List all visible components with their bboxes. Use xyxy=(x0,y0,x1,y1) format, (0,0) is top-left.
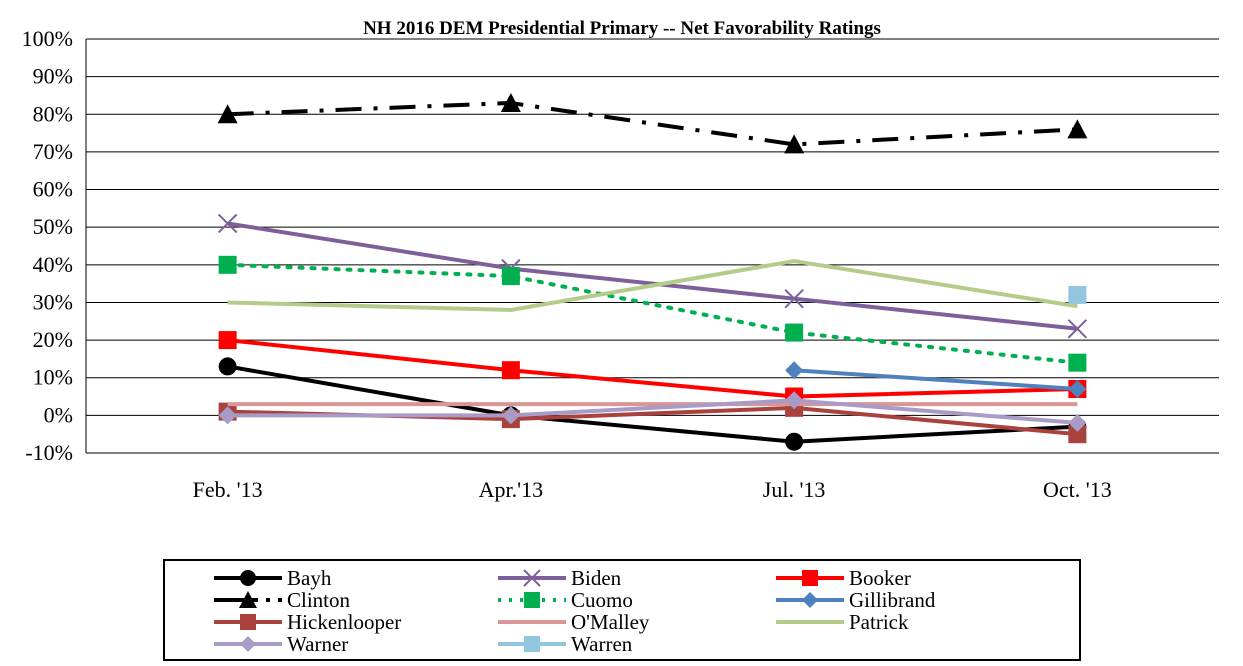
legend-marker xyxy=(239,591,257,608)
legend-item: Biden xyxy=(498,566,622,590)
y-tick-label: -10% xyxy=(25,440,73,465)
data-point xyxy=(785,391,804,410)
legend-item: Cuomo xyxy=(498,588,633,612)
data-point xyxy=(784,288,804,309)
series-line xyxy=(227,259,1078,312)
y-tick-label: 40% xyxy=(33,252,73,277)
data-point xyxy=(1068,425,1087,444)
series-4 xyxy=(218,255,1087,372)
legend-item: O'Malley xyxy=(498,610,650,634)
legend-label: Booker xyxy=(849,566,911,590)
series-3 xyxy=(217,92,1088,154)
data-point xyxy=(218,331,237,350)
x-tick-label: Oct. '13 xyxy=(1043,477,1112,502)
data-point xyxy=(218,406,237,425)
legend-label: Gillibrand xyxy=(849,588,936,612)
y-tick-label: 60% xyxy=(33,177,73,202)
legend-marker xyxy=(240,636,256,652)
legend-label: Clinton xyxy=(287,588,351,612)
data-point xyxy=(218,255,237,274)
series-line xyxy=(227,221,1078,331)
x-axis: Feb. '13 Apr.'13 Jul. '13 Oct. '13 xyxy=(193,477,1112,502)
legend-item: Booker xyxy=(776,566,911,590)
y-tick-label: 80% xyxy=(33,101,73,126)
y-tick-label: 10% xyxy=(33,365,73,390)
chart-title: NH 2016 DEM Presidential Primary -- Net … xyxy=(363,18,881,39)
y-axis: -10% 0% 10% 20% 30% 40% 50% 60% 70% 80% 90% 100% xyxy=(22,26,87,465)
y-tick-label: 90% xyxy=(33,64,73,89)
data-point xyxy=(1068,380,1087,399)
y-tick-label: 0% xyxy=(44,402,73,427)
legend-item: Hickenlooper xyxy=(214,610,401,634)
legend-box xyxy=(163,559,1081,661)
data-point xyxy=(1068,413,1087,432)
legend-item: Warner xyxy=(214,632,348,656)
legend-marker xyxy=(802,570,818,586)
data-point xyxy=(217,213,238,234)
series-line xyxy=(227,100,1078,147)
legend-marker xyxy=(240,614,256,630)
series-5 xyxy=(785,361,1087,399)
legend-label: Warner xyxy=(287,632,348,656)
x-tick-label: Jul. '13 xyxy=(763,477,826,502)
data-point xyxy=(1067,119,1088,139)
legend-label: Patrick xyxy=(849,610,909,634)
legend-item: Clinton xyxy=(214,588,351,612)
series-8 xyxy=(227,259,1078,312)
series-line xyxy=(227,338,1078,399)
legend-label: Bayh xyxy=(287,566,332,590)
legend-marker xyxy=(802,592,818,608)
data-point xyxy=(1068,353,1087,372)
legend-label: Hickenlooper xyxy=(287,610,401,634)
x-tick-label: Apr.'13 xyxy=(479,477,543,502)
legend-item: Gillibrand xyxy=(776,588,936,612)
series-2 xyxy=(218,331,1087,406)
y-tick-label: 20% xyxy=(33,327,73,352)
series-line xyxy=(227,364,1078,444)
legend-label: O'Malley xyxy=(571,610,650,634)
data-point xyxy=(218,357,237,376)
series-line xyxy=(793,368,1078,392)
data-point xyxy=(1068,285,1087,304)
series-1 xyxy=(217,213,1088,339)
series-9 xyxy=(218,391,1087,432)
data-point xyxy=(501,267,520,286)
legend-marker xyxy=(240,570,256,586)
legend-item: Warren xyxy=(498,632,633,656)
legend-marker xyxy=(523,569,541,587)
series-10 xyxy=(1068,285,1087,304)
legend-marker xyxy=(524,592,540,608)
series-line xyxy=(227,398,1078,425)
y-tick-label: 70% xyxy=(33,139,73,164)
series-layer xyxy=(217,92,1088,451)
x-tick-label: Feb. '13 xyxy=(193,477,263,502)
y-tick-label: 30% xyxy=(33,289,73,314)
data-point xyxy=(784,134,805,154)
data-point xyxy=(217,104,238,124)
data-point xyxy=(785,323,804,342)
legend-label: Cuomo xyxy=(571,588,633,612)
y-tick-label: 100% xyxy=(22,26,73,51)
legend-item: Bayh xyxy=(214,566,332,590)
data-point xyxy=(501,361,520,380)
data-point xyxy=(1067,319,1088,339)
y-tick-label: 50% xyxy=(33,214,73,239)
data-point xyxy=(500,92,521,112)
legend-label: Warren xyxy=(571,632,633,656)
data-point xyxy=(785,432,804,451)
legend-label: Biden xyxy=(571,566,622,590)
data-point xyxy=(501,406,520,425)
data-point xyxy=(785,361,804,380)
legend-item: Patrick xyxy=(776,610,909,634)
legend: Bayh Biden Booker Clinton Cuomo Gillibrand Hic… xyxy=(214,566,936,656)
legend-marker xyxy=(524,636,540,652)
